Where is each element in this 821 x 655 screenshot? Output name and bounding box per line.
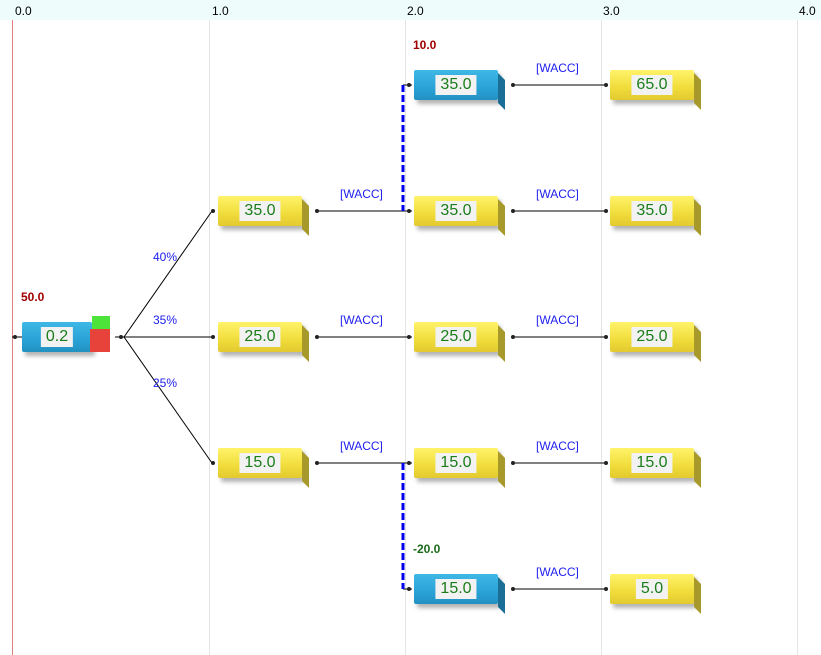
node-payoff: 10.0 [413, 38, 437, 52]
node-value: 0.2 [40, 327, 74, 347]
terminal-node[interactable]: 25.0 [610, 322, 701, 362]
status-red-icon [90, 329, 110, 352]
discount-rate-label: [WACC] [536, 565, 579, 579]
node-value: 35.0 [435, 201, 477, 221]
discount-rate-label: [WACC] [536, 61, 579, 75]
grid-line [797, 20, 798, 655]
node-value: 65.0 [631, 75, 673, 95]
node-value: 35.0 [239, 201, 281, 221]
chance-node[interactable]: 35.0 [414, 196, 505, 236]
terminal-node[interactable]: 65.0 [610, 70, 701, 110]
discount-rate-label: [WACC] [340, 439, 383, 453]
node-value: 5.0 [635, 579, 669, 599]
node-payoff: -20.0 [413, 542, 441, 556]
axis-tick: 0.0 [15, 4, 32, 18]
terminal-node[interactable]: 35.0 [610, 196, 701, 236]
axis-tick: 3.0 [603, 4, 620, 18]
chance-node[interactable]: 15.0 [414, 448, 505, 488]
branch-probability: 25% [153, 376, 178, 390]
chance-node[interactable]: 35.0 [218, 196, 309, 236]
terminal-node[interactable]: 5.0 [610, 574, 701, 614]
axis-tick: 1.0 [212, 4, 229, 18]
status-green-icon [92, 316, 110, 329]
node-value: 25.0 [631, 327, 673, 347]
axis-tick: 2.0 [407, 4, 424, 18]
chance-node[interactable]: 15.0 [218, 448, 309, 488]
discount-rate-label: [WACC] [340, 187, 383, 201]
discount-rate-label: [WACC] [536, 439, 579, 453]
root-decision-node[interactable]: 0.2 [22, 322, 92, 352]
root-payoff: 50.0 [21, 290, 45, 304]
node-value: 35.0 [631, 201, 673, 221]
node-value: 15.0 [435, 579, 477, 599]
branch-probability: 40% [153, 250, 178, 264]
discount-rate-label: [WACC] [536, 313, 579, 327]
axis-tick: 4.0 [799, 4, 816, 18]
node-value: 15.0 [631, 453, 673, 473]
node-value: 15.0 [239, 453, 281, 473]
chance-node[interactable]: 25.0 [218, 322, 309, 362]
terminal-node[interactable]: 15.0 [610, 448, 701, 488]
node-value: 35.0 [435, 75, 477, 95]
chance-node[interactable]: 25.0 [414, 322, 505, 362]
discount-rate-label: [WACC] [340, 313, 383, 327]
node-value: 25.0 [435, 327, 477, 347]
node-value: 25.0 [239, 327, 281, 347]
node-value: 15.0 [435, 453, 477, 473]
decision-node[interactable]: 15.0 [414, 574, 505, 614]
time-axis: 0.0 1.0 2.0 3.0 4.0 [0, 0, 821, 20]
decision-node[interactable]: 35.0 [414, 70, 505, 110]
discount-rate-label: [WACC] [536, 187, 579, 201]
branch-probability: 35% [153, 313, 178, 327]
